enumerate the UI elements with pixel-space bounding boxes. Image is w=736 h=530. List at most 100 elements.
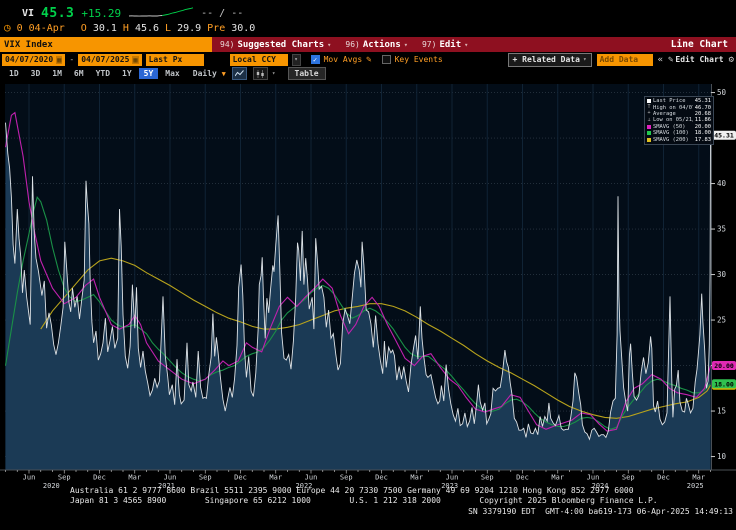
menu-item-label: Suggested Charts (237, 39, 325, 50)
menu-shortcut-number: 96) (345, 40, 360, 49)
legend-value: 18.00 (694, 130, 711, 137)
legend-label: SMAVG (50) (653, 123, 686, 130)
legend-label: Low on 05/21/24 (653, 117, 693, 124)
x-tick-label: Jun (587, 474, 600, 482)
currency-input[interactable]: Local CCY (229, 53, 288, 66)
legend-value: 20.68 (694, 110, 711, 117)
price-field-input[interactable]: Last Px (145, 53, 204, 66)
period-button-ytd[interactable]: YTD (95, 69, 111, 78)
date-range-separator: - (69, 55, 75, 64)
currency-dropdown-icon[interactable]: ▾ (291, 53, 301, 66)
table-button[interactable]: Table (287, 67, 326, 80)
menu-item-suggested-charts[interactable]: 94) Suggested Charts ▾ (220, 40, 331, 50)
menu-item-actions[interactable]: 96) Actions ▾ (345, 40, 408, 50)
add-data-input[interactable]: Add Data (596, 53, 653, 66)
period-button-1d[interactable]: 1D (9, 69, 19, 78)
legend-value: 20.00 (694, 123, 711, 130)
mov-avgs-checkbox[interactable]: ✓ (310, 55, 320, 64)
x-year-label: 2024 (592, 482, 609, 490)
pre-value: 30.0 (231, 22, 256, 34)
period-button-max[interactable]: Max (165, 69, 180, 78)
x-tick-label: Dec (375, 474, 388, 482)
x-tick-label: Mar (128, 474, 141, 482)
edit-mov-avgs-icon[interactable]: ✎ (366, 54, 372, 65)
period-button-3d[interactable]: 3D (30, 69, 41, 78)
x-tick-label: Dec (657, 474, 670, 482)
line-chart-type-button[interactable] (231, 67, 247, 80)
x-tick-label: Jun (446, 474, 459, 482)
frequency-value: Daily (192, 69, 217, 78)
ticker-row: VI 45.3 +15.29 -- / -- (22, 5, 243, 21)
period-row: 1D 3D 1M 6M YTD 1Y 5Y Max Daily ▼ ▾ Table (4, 67, 732, 80)
chart-type-chevron-icon[interactable]: ▾ (271, 70, 276, 77)
legend-value: 45.31 (694, 98, 711, 105)
chevron-down-icon: ▾ (327, 40, 332, 49)
candle-chart-type-button[interactable] (252, 67, 268, 80)
x-tick-label: Jun (305, 474, 318, 482)
chevron-down-icon: ▼ (221, 70, 226, 78)
legend-label: Average (653, 110, 676, 117)
smavg-100-line (4, 195, 711, 430)
period-buttons: 1D 3D 1M 6M YTD 1Y 5Y Max (4, 68, 185, 79)
low-value: 29.9 (177, 22, 202, 34)
legend-swatch (647, 99, 651, 104)
menu-item-label: Edit (439, 39, 462, 50)
x-year-label: 2021 (158, 482, 175, 490)
footer-contacts-line1: Australia 61 2 9777 8600 Brazil 5511 239… (70, 486, 634, 495)
edit-chart-label: Edit Chart (675, 55, 724, 64)
gear-icon[interactable]: ⚙ (728, 54, 734, 65)
line-chart-icon (234, 70, 244, 77)
y-tick-label: 25 (717, 316, 726, 325)
x-year-label: 2025 (687, 482, 704, 490)
legend-label: SMAVG (200) (653, 136, 689, 143)
session-clock-icon: ◷ (4, 21, 11, 34)
security-input[interactable]: VIX Index (0, 37, 212, 52)
period-button-5y[interactable]: 5Y (138, 68, 159, 79)
y-tick-label: 35 (717, 225, 726, 234)
y-tick-label: 10 (717, 452, 727, 461)
y-tick-label: 40 (717, 179, 727, 188)
related-data-button[interactable]: + Related Data ▾ (507, 52, 592, 67)
legend-swatch (647, 124, 651, 129)
menu-shortcut-number: 94) (220, 40, 235, 49)
open-value: 30.1 (92, 22, 117, 34)
settings-row: 04/07/2020 ▦ - 04/07/2025 ▦ Last Px Loca… (2, 52, 734, 67)
price-area (5, 122, 711, 470)
period-button-6m[interactable]: 6M (73, 69, 84, 78)
date-from-input[interactable]: 04/07/2020 ▦ (2, 53, 66, 66)
axis-badge (712, 361, 736, 371)
menu-item-edit[interactable]: 97) Edit ▾ (422, 40, 468, 50)
period-button-1m[interactable]: 1M (52, 69, 62, 78)
collapse-panel-icon[interactable]: « (657, 54, 663, 65)
frequency-dropdown[interactable]: Daily ▼ (193, 69, 226, 78)
calendar-icon[interactable]: ▦ (132, 55, 139, 64)
x-tick-label: Sep (481, 474, 494, 482)
price-chart[interactable]: 5040353025151045.3117.8318.0020.00JunSep… (0, 80, 736, 492)
date-to-input[interactable]: 04/07/2025 ▦ (78, 53, 142, 66)
legend-label: High on 04/07/20 (653, 104, 693, 111)
edit-chart-button[interactable]: ✎ Edit Chart (668, 55, 724, 65)
x-tick-label: Sep (340, 474, 353, 482)
calendar-icon[interactable]: ▦ (56, 55, 63, 64)
ticker-symbol: VI (22, 7, 35, 19)
smavg-50-line (4, 111, 712, 432)
high-label: H (122, 22, 129, 34)
legend-row: Last Price 45.31 (647, 98, 711, 104)
axis-badge-value: 20.00 (714, 362, 734, 370)
legend-row: SMAVG (200) 17.83 (647, 136, 711, 143)
session-date: 04-Apr (28, 22, 65, 34)
legend-value: 17.83 (694, 136, 711, 143)
axis-badge-value: 45.31 (714, 132, 734, 140)
bid-ask-placeholder: -- / -- (201, 7, 244, 19)
legend-value: 46.70 (694, 104, 711, 111)
x-tick-label: Jun (23, 474, 36, 482)
y-tick-label: 30 (717, 270, 727, 279)
candlestick-icon (256, 69, 264, 78)
period-button-1y[interactable]: 1Y (122, 69, 132, 78)
smavg-200-line (40, 257, 711, 419)
key-events-checkbox[interactable] (381, 55, 391, 64)
intraday-sparkline (129, 7, 194, 17)
legend-row: ⊥Low on 05/21/2411.86 (647, 117, 711, 123)
